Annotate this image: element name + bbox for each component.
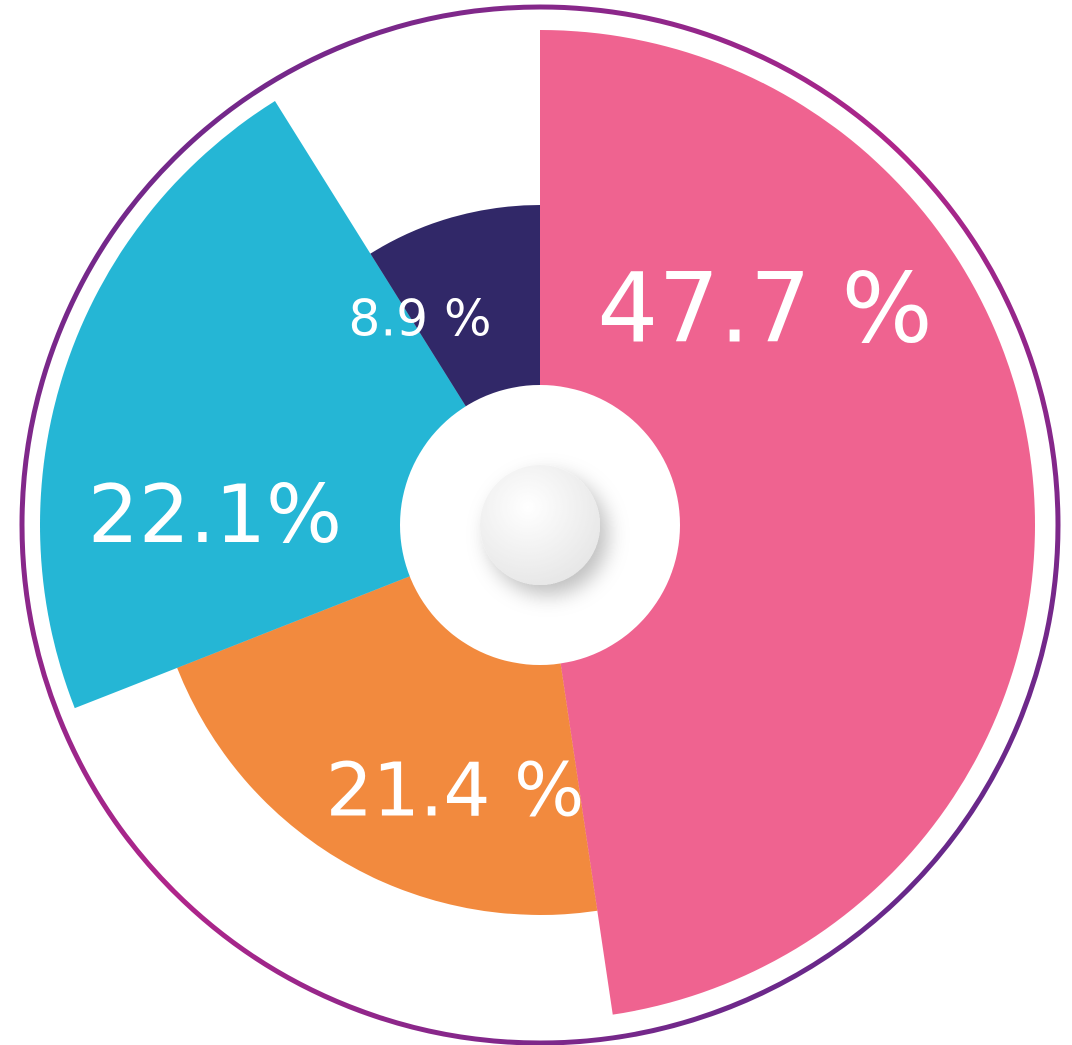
data-label: 47.7 % (597, 252, 932, 364)
labels: 47.7 % 21.4 % 22.1% 8.9 % (88, 252, 933, 833)
center-knob (480, 465, 600, 585)
pie-slice (540, 29, 1036, 1015)
data-label: 8.9 % (349, 290, 492, 348)
data-label: 22.1% (88, 468, 342, 561)
data-label: 21.4 % (326, 748, 585, 834)
